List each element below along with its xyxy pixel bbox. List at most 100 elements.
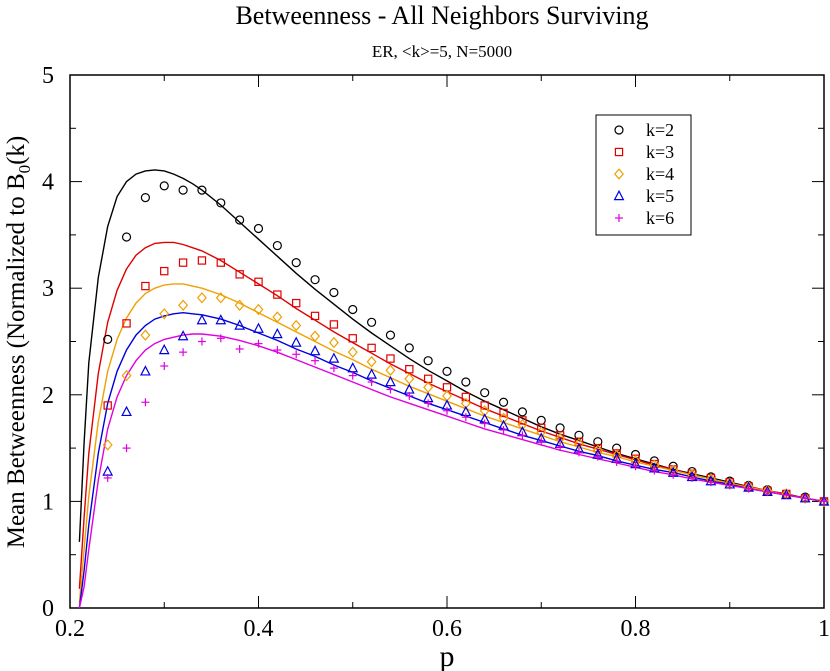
data-point-k2 (367, 317, 377, 327)
data-point-k3 (254, 277, 263, 287)
data-point-k6 (650, 466, 659, 475)
marker-diamond-shape (121, 369, 132, 382)
data-point-k2 (197, 185, 207, 195)
data-point-k2 (480, 388, 490, 398)
data-point-k5 (328, 352, 340, 363)
data-point-k6 (367, 378, 376, 387)
marker-circle-shape (630, 449, 641, 460)
data-point-k6 (612, 457, 621, 466)
data-point-k3 (499, 408, 508, 418)
curve-k5 (78, 311, 825, 609)
marker-circle-shape (253, 223, 264, 234)
data-point-k6 (160, 362, 169, 371)
data-point-k2 (404, 343, 414, 353)
data-point-k6 (424, 399, 433, 408)
data-point-k4 (347, 346, 358, 358)
legend-label-k3: k=3 (646, 142, 674, 162)
data-point-k2 (291, 258, 301, 268)
data-point-k3 (593, 443, 603, 453)
marker-diamond-shape (498, 412, 509, 424)
marker-triangle-shape (403, 383, 415, 394)
data-point-k3 (480, 401, 489, 410)
marker-diamond-shape (800, 492, 811, 504)
data-point-k3 (310, 311, 320, 321)
x-tick-label: 0.8 (621, 616, 651, 642)
marker-square-shape (537, 423, 546, 433)
marker-circle-shape (178, 185, 188, 195)
marker-diamond-shape (819, 495, 829, 508)
series-k2-points (103, 181, 829, 506)
data-point-k2 (555, 423, 565, 433)
legend: k=2k=3k=4k=5k=6 (595, 114, 692, 236)
marker-diamond-shape (253, 303, 264, 316)
y-tick-label: 2 (42, 383, 54, 409)
x-tick-label: 0.4 (244, 616, 274, 642)
marker-triangle-shape (290, 336, 302, 347)
marker-square-shape (612, 449, 621, 458)
marker-square-shape (348, 334, 357, 343)
data-point-k6 (688, 473, 697, 482)
marker-circle-shape (614, 125, 624, 135)
marker-square-shape (235, 270, 244, 279)
data-point-k6 (669, 470, 678, 479)
marker-circle-shape (159, 181, 169, 191)
data-point-k6 (744, 484, 753, 493)
marker-triangle-shape (253, 322, 264, 333)
data-point-k4 (215, 292, 226, 304)
data-point-k6 (311, 356, 320, 365)
data-point-k5 (140, 365, 151, 376)
marker-square-shape (405, 365, 414, 374)
plot-frame (69, 74, 825, 609)
data-point-k3 (235, 270, 244, 279)
data-point-k6 (574, 448, 583, 457)
data-point-k3 (612, 449, 621, 458)
data-point-k3 (122, 319, 131, 328)
marker-circle-shape (348, 304, 358, 315)
x-tick-label: 0.6 (432, 616, 462, 642)
marker-square-shape (197, 256, 207, 265)
data-point-k6 (499, 425, 508, 434)
marker-circle-shape (121, 232, 132, 242)
legend-marker-k2 (614, 125, 624, 135)
marker-diamond-shape (159, 308, 170, 320)
data-point-k4 (819, 495, 829, 508)
marker-triangle-shape (613, 189, 625, 201)
curve-k2 (78, 169, 825, 542)
data-point-k2 (385, 330, 396, 340)
marker-circle-shape (329, 287, 339, 298)
data-point-k6 (782, 491, 791, 500)
data-point-k6 (801, 494, 810, 503)
series-k6-points (103, 334, 828, 506)
marker-triangle-shape (309, 345, 321, 356)
data-point-k2 (103, 334, 113, 344)
marker-square-shape (310, 311, 320, 321)
curve-k3 (78, 241, 825, 589)
marker-circle-shape (442, 366, 452, 376)
data-point-k2 (348, 304, 358, 315)
data-point-k2 (140, 192, 150, 203)
data-point-k2 (630, 449, 641, 460)
data-point-k3 (197, 256, 207, 265)
data-point-k6 (461, 413, 470, 422)
data-point-k6 (329, 364, 338, 373)
curve-k6 (78, 333, 825, 609)
data-point-k3 (273, 290, 282, 299)
marker-circle-shape (517, 407, 528, 417)
data-point-k4 (310, 330, 321, 342)
data-point-k5 (215, 314, 227, 325)
data-point-k4 (385, 364, 396, 376)
data-point-k4 (291, 319, 302, 332)
y-axis-label-subscript: 0 (15, 165, 34, 174)
data-point-k6 (254, 339, 263, 348)
marker-circle-shape (404, 343, 414, 353)
marker-square-shape (273, 290, 282, 299)
y-tick-label: 5 (42, 63, 54, 89)
marker-circle-shape (291, 258, 301, 268)
data-point-k3 (518, 416, 527, 425)
legend-marker-k5 (613, 189, 625, 201)
marker-diamond-shape (102, 439, 113, 451)
data-points (102, 181, 830, 508)
axis-ticks: 0.2 0.4 0.6 0.8 1 0 1 2 3 4 5 (42, 63, 830, 642)
data-point-k6 (179, 348, 188, 357)
data-point-k4 (328, 336, 339, 349)
